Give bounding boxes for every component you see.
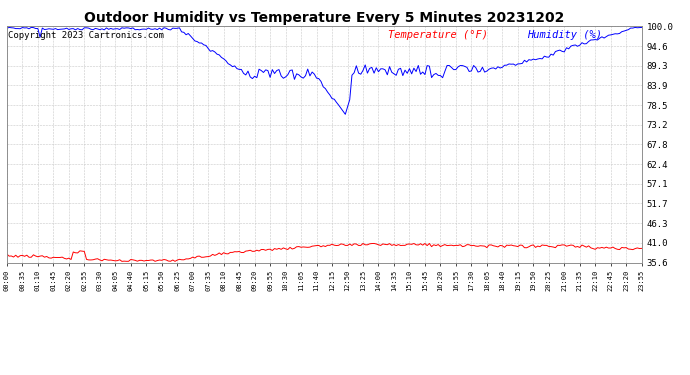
Text: Temperature (°F): Temperature (°F)	[388, 30, 488, 40]
Title: Outdoor Humidity vs Temperature Every 5 Minutes 20231202: Outdoor Humidity vs Temperature Every 5 …	[84, 11, 564, 25]
Text: Humidity (%): Humidity (%)	[527, 30, 602, 40]
Text: Copyright 2023 Cartronics.com: Copyright 2023 Cartronics.com	[8, 31, 164, 40]
